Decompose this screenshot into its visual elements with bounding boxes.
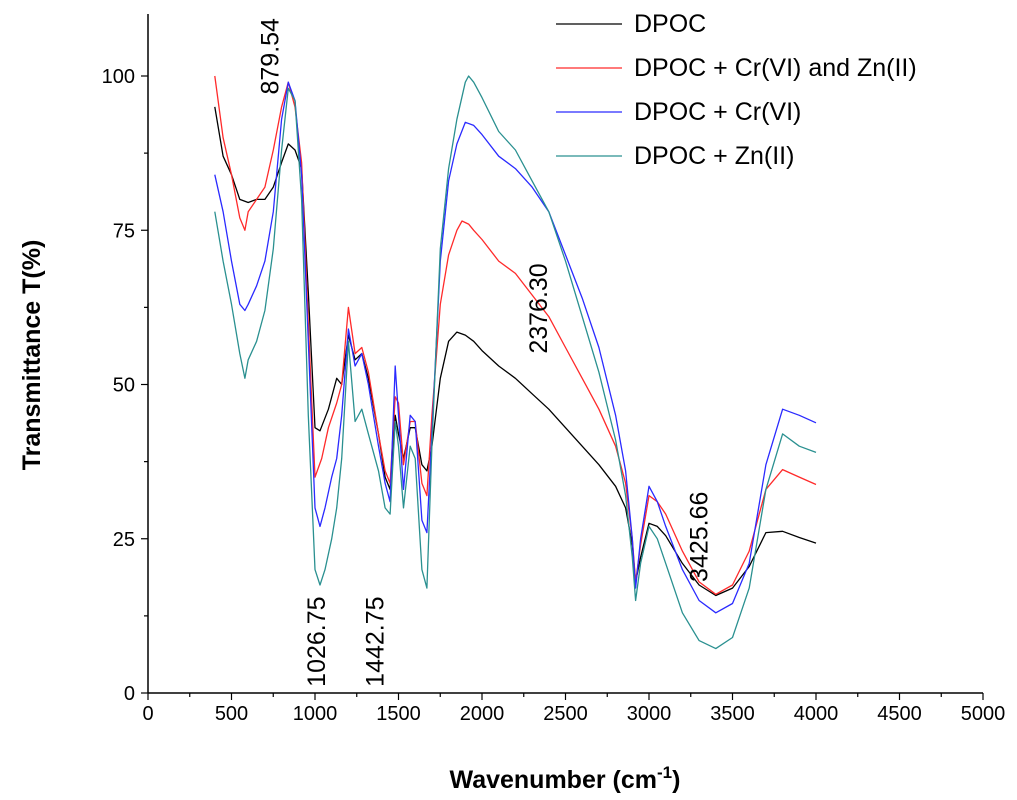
peak-annotation: 2376.30 [525,263,553,353]
x-tick-label: 3000 [627,703,672,725]
x-tick-label: 4000 [794,703,839,725]
legend-label: DPOC + Zn(II) [634,142,794,170]
peak-annotation: 1442.75 [361,596,389,686]
legend-label: DPOC [634,10,706,38]
y-tick-label: 0 [124,683,135,705]
x-tick-label: 1500 [376,703,421,725]
x-ticks: 0 500 1000 1500 2000 2500 3000 3500 4000 4500 5000 [142,693,1005,725]
x-tick-label: 0 [142,703,153,725]
legend-label: DPOC + Cr(VI) and Zn(II) [634,54,917,82]
y-tick-label: 25 [113,529,135,551]
x-tick-label: 5000 [961,703,1006,725]
peak-annotation: 879.54 [256,18,284,95]
x-tick-label: 1000 [293,703,338,725]
y-ticks: 0 25 50 75 100 [102,66,148,705]
series-line-4 [214,75,817,650]
x-tick-label: 2500 [543,703,588,725]
x-tick-label: 2000 [460,703,505,725]
y-tick-label: 100 [102,66,135,88]
x-tick-label: 4500 [877,703,922,725]
series-line-2 [214,75,817,595]
peak-annotation: 1026.75 [303,596,331,686]
y-tick-label: 75 [113,220,135,242]
series-line-3 [214,81,817,614]
y-axis: 0 25 50 75 100 [102,14,149,705]
x-axis: 0 500 1000 1500 2000 2500 3000 3500 4000 4500 5000 [142,692,1005,725]
y-tick-label: 50 [113,375,135,397]
legend: DPOC DPOC + Cr(VI) and Zn(II) DPOC + Cr(VI… [556,10,917,170]
x-axis-title: Wavenumber (cm-1) [450,763,681,794]
peak-annotation: 3425.66 [685,492,713,582]
series-line-1 [214,106,817,597]
x-tick-label: 3500 [710,703,755,725]
annotations: 879.54 1026.75 1442.75 2376.30 3425.66 [256,18,713,687]
plot-lines [214,75,817,650]
legend-label: DPOC + Cr(VI) [634,98,801,126]
y-axis-title: Transmittance T(%) [18,240,46,471]
x-tick-label: 500 [215,703,248,725]
